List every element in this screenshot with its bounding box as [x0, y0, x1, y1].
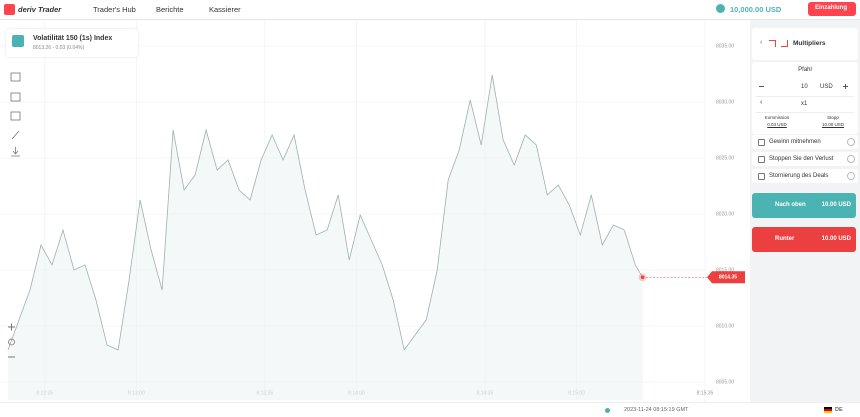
- tool-chart-type: [10, 72, 21, 82]
- trade-type-label: Multipliers: [793, 40, 826, 47]
- area: [8, 75, 643, 400]
- info-icon[interactable]: [847, 155, 855, 163]
- stop-out-label: Stopp: [827, 115, 839, 120]
- option-label: Gewinn mitnehmen: [769, 139, 821, 145]
- buy-up-amount: 10.00 USD: [821, 202, 851, 208]
- language[interactable]: DE: [835, 407, 843, 413]
- stake[interactable]: 10: [801, 84, 808, 90]
- info-icon[interactable]: [847, 172, 855, 180]
- current-price-label: 8014.35: [719, 275, 737, 281]
- deposit-button[interactable]: [808, 2, 856, 16]
- price-line: [7, 74, 643, 351]
- divider: [756, 96, 854, 97]
- server-time: 2023-11-24 08:15:19 GMT: [624, 407, 689, 413]
- increment-bar[interactable]: [845, 84, 846, 89]
- y-tick-label: 8015.00: [716, 267, 734, 273]
- deposit-label[interactable]: Einzahlung: [815, 5, 847, 11]
- checkbox[interactable]: [758, 139, 765, 146]
- stake-card: Pfahl 10 USD ‹ x1 Kommission 0.03 USD St…: [752, 62, 858, 134]
- tool-indicators: [10, 92, 21, 102]
- trade-type[interactable]: ‹ Multipliers: [752, 28, 858, 60]
- nav-link[interactable]: Trader's Hub: [93, 5, 136, 14]
- buy-up-button[interactable]: Nach oben 10.00 USD: [752, 193, 856, 218]
- flag: [824, 407, 832, 413]
- zoom-in[interactable]: [8, 323, 15, 331]
- x-tick-label: 8:15:35: [697, 390, 714, 396]
- logo-icon: [4, 4, 15, 15]
- commission-label: Kommission: [764, 115, 790, 120]
- currency: USD: [820, 84, 833, 90]
- option-label: Stoppen Sie den Verlust: [769, 156, 834, 162]
- chart: 8005.00 8010.00 8015.00 8020.00 8025.00 8030.…: [0, 20, 750, 402]
- stake-label: Pfahl: [798, 67, 812, 73]
- currency-icon: [716, 4, 725, 13]
- tool-templates: [10, 111, 21, 121]
- decrement[interactable]: [759, 86, 764, 87]
- up-icon: [769, 40, 776, 47]
- status-dot: [605, 408, 610, 413]
- current-price-dot: [640, 275, 645, 280]
- checkbox[interactable]: [758, 156, 765, 163]
- toolbar: [8, 72, 21, 358]
- top-bar: deriv Trader Trader's Hub Berichte Kassi…: [0, 0, 860, 20]
- back-chevron[interactable]: ‹: [760, 39, 763, 46]
- buy-down-button[interactable]: Runter 10.00 USD: [752, 227, 856, 252]
- y-tick-label: 8035.00: [716, 43, 734, 49]
- stop-out: 10.00 USD: [821, 122, 844, 127]
- nav-link[interactable]: Berichte: [156, 5, 184, 14]
- price-axis-bg: [705, 20, 750, 402]
- buy-down-amount: 10.00 USD: [821, 236, 851, 242]
- y-tick-label: 8020.00: [716, 211, 734, 217]
- multiplier-chevron[interactable]: ‹: [760, 99, 763, 106]
- commission: 0.03 USD: [767, 122, 787, 127]
- checkbox[interactable]: [758, 173, 765, 180]
- multiplier[interactable]: x1: [801, 101, 808, 107]
- option-row[interactable]: Stoppen Sie den Verlust: [752, 152, 858, 166]
- y-tick-label: 8030.00: [716, 99, 734, 105]
- option-row[interactable]: Gewinn mitnehmen: [752, 135, 858, 149]
- symbol-name: Volatilität 150 (1s) Index: [33, 35, 113, 42]
- info-icon[interactable]: [847, 138, 855, 146]
- zoom-reset[interactable]: [8, 338, 15, 346]
- logo[interactable]: deriv Trader: [18, 5, 62, 14]
- symbol-info[interactable]: Volatilität 150 (1s) Index 8013.26 - 0.0…: [6, 29, 138, 57]
- divider: [756, 112, 854, 113]
- down-icon: [781, 40, 788, 47]
- option-label: Stornierung des Deals: [769, 173, 829, 179]
- buy-up-label: Nach oben: [775, 202, 806, 208]
- symbol-quote: 8013.26 - 0.03 (0.04%): [33, 45, 85, 51]
- balance[interactable]: 10,000.00 USD: [730, 5, 782, 14]
- y-tick-label: 8005.00: [716, 379, 734, 385]
- buy-down-label: Runter: [775, 236, 795, 242]
- y-tick-label: 8010.00: [716, 323, 734, 329]
- footer: 2023-11-24 08:15:19 GMT DE: [0, 402, 860, 417]
- tool-draw: [11, 130, 20, 140]
- tool-download: [11, 147, 20, 157]
- plot: 8005.00 8010.00 8015.00 8020.00 8025.00 8030.…: [0, 20, 745, 400]
- option-row[interactable]: Stornierung des Deals: [752, 169, 858, 183]
- y-tick-label: 8025.00: [716, 155, 734, 161]
- symbol-icon: [12, 35, 24, 47]
- current-price-tag: [707, 271, 745, 284]
- nav-link[interactable]: Kassierer: [209, 5, 241, 14]
